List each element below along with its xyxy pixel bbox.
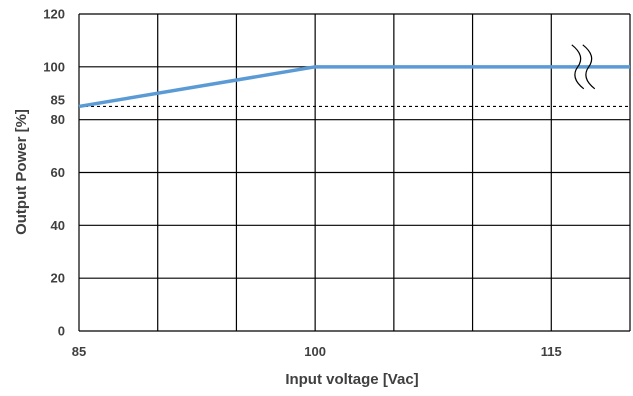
x-tick-label-85: 85 (72, 344, 86, 359)
axis-break-layer (571, 44, 596, 90)
x-tick-label-115: 115 (541, 344, 562, 359)
y-tick-label-80: 80 (51, 112, 65, 127)
y-tick-label-100: 100 (43, 59, 65, 74)
reference-line-label: 85 (51, 92, 65, 107)
axis-break-wave-0 (571, 44, 585, 90)
x-tick-label-100: 100 (304, 344, 326, 359)
axis-break-wave-1 (582, 44, 596, 90)
y-tick-label-60: 60 (51, 165, 65, 180)
y-tick-label-0: 0 (58, 324, 65, 339)
grid-layer (78, 13, 631, 332)
series-line-0 (78, 65, 630, 109)
x-axis-title: Input voltage [Vac] (285, 371, 418, 388)
tick-label-layer: 0 20 40 60 80 100 120 85 85 100 115 (43, 7, 561, 360)
y-tick-label-40: 40 (51, 218, 65, 233)
y-axis-title: Output Power [%] (13, 109, 30, 235)
y-tick-label-20: 20 (51, 271, 65, 286)
y-tick-label-120: 120 (43, 7, 65, 22)
series-layer (78, 65, 630, 109)
